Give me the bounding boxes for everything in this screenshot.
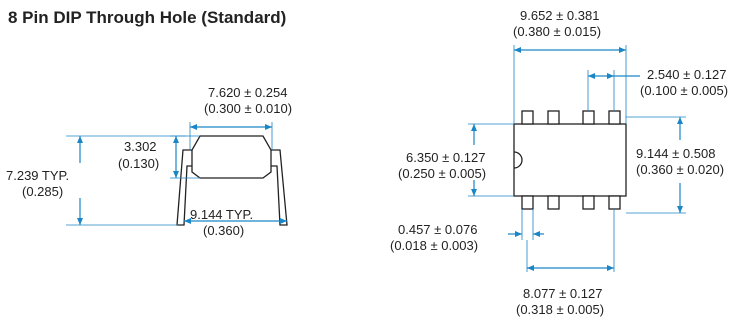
label-side-lead-length-mm: 3.302 bbox=[124, 139, 157, 154]
bottom-pin bbox=[608, 195, 621, 210]
label-side-height-mm: 7.239 TYP. bbox=[6, 168, 69, 183]
label-top-lead-width-in: (0.018 ± 0.003) bbox=[390, 238, 478, 253]
label-top-pitch-mm: 2.540 ± 0.127 bbox=[647, 67, 726, 82]
label-top-body-width-in: (0.250 ± 0.005) bbox=[398, 166, 486, 181]
label-side-lead-spread-mm: 9.144 TYP. bbox=[190, 207, 253, 222]
side-body bbox=[191, 135, 272, 179]
label-top-body-length-mm: 9.652 ± 0.381 bbox=[520, 8, 599, 23]
label-top-pitch-in: (0.100 ± 0.005) bbox=[640, 83, 728, 98]
top-body bbox=[513, 123, 627, 197]
side-right-lead bbox=[271, 149, 288, 226]
pin1-notch bbox=[513, 151, 523, 169]
side-left-lead bbox=[176, 149, 192, 226]
bottom-pin bbox=[547, 195, 560, 210]
top-pin bbox=[608, 110, 621, 125]
label-side-body-width-mm: 7.620 ± 0.254 bbox=[208, 85, 287, 100]
label-top-body-width-mm: 6.350 ± 0.127 bbox=[406, 150, 485, 165]
top-view: 9.652 ± 0.381 (0.380 ± 0.015) 2.540 ± 0.… bbox=[390, 8, 728, 317]
label-side-height-in: (0.285) bbox=[22, 184, 63, 199]
label-top-pin-row-length-in: (0.318 ± 0.005) bbox=[516, 302, 604, 317]
top-pin bbox=[547, 110, 560, 125]
label-top-lead-width-mm: 0.457 ± 0.076 bbox=[398, 222, 477, 237]
label-top-body-length-in: (0.380 ± 0.015) bbox=[513, 24, 601, 39]
label-top-row-spacing-in: (0.360 ± 0.020) bbox=[636, 162, 724, 177]
label-top-pin-row-length-mm: 8.077 ± 0.127 bbox=[523, 286, 602, 301]
label-side-lead-spread-in: (0.360) bbox=[203, 223, 244, 238]
label-top-row-spacing-mm: 9.144 ± 0.508 bbox=[636, 146, 715, 161]
page-title: 8 Pin DIP Through Hole (Standard) bbox=[8, 8, 287, 27]
label-side-body-width-in: (0.300 ± 0.010) bbox=[204, 101, 292, 116]
bottom-pin bbox=[521, 195, 534, 210]
top-pin bbox=[582, 110, 595, 125]
top-pin bbox=[521, 110, 534, 125]
bottom-pin bbox=[582, 195, 595, 210]
side-view: 7.620 ± 0.254 (0.300 ± 0.010) 3.302 (0.1… bbox=[6, 85, 292, 238]
label-side-lead-length-in: (0.130) bbox=[118, 156, 159, 171]
